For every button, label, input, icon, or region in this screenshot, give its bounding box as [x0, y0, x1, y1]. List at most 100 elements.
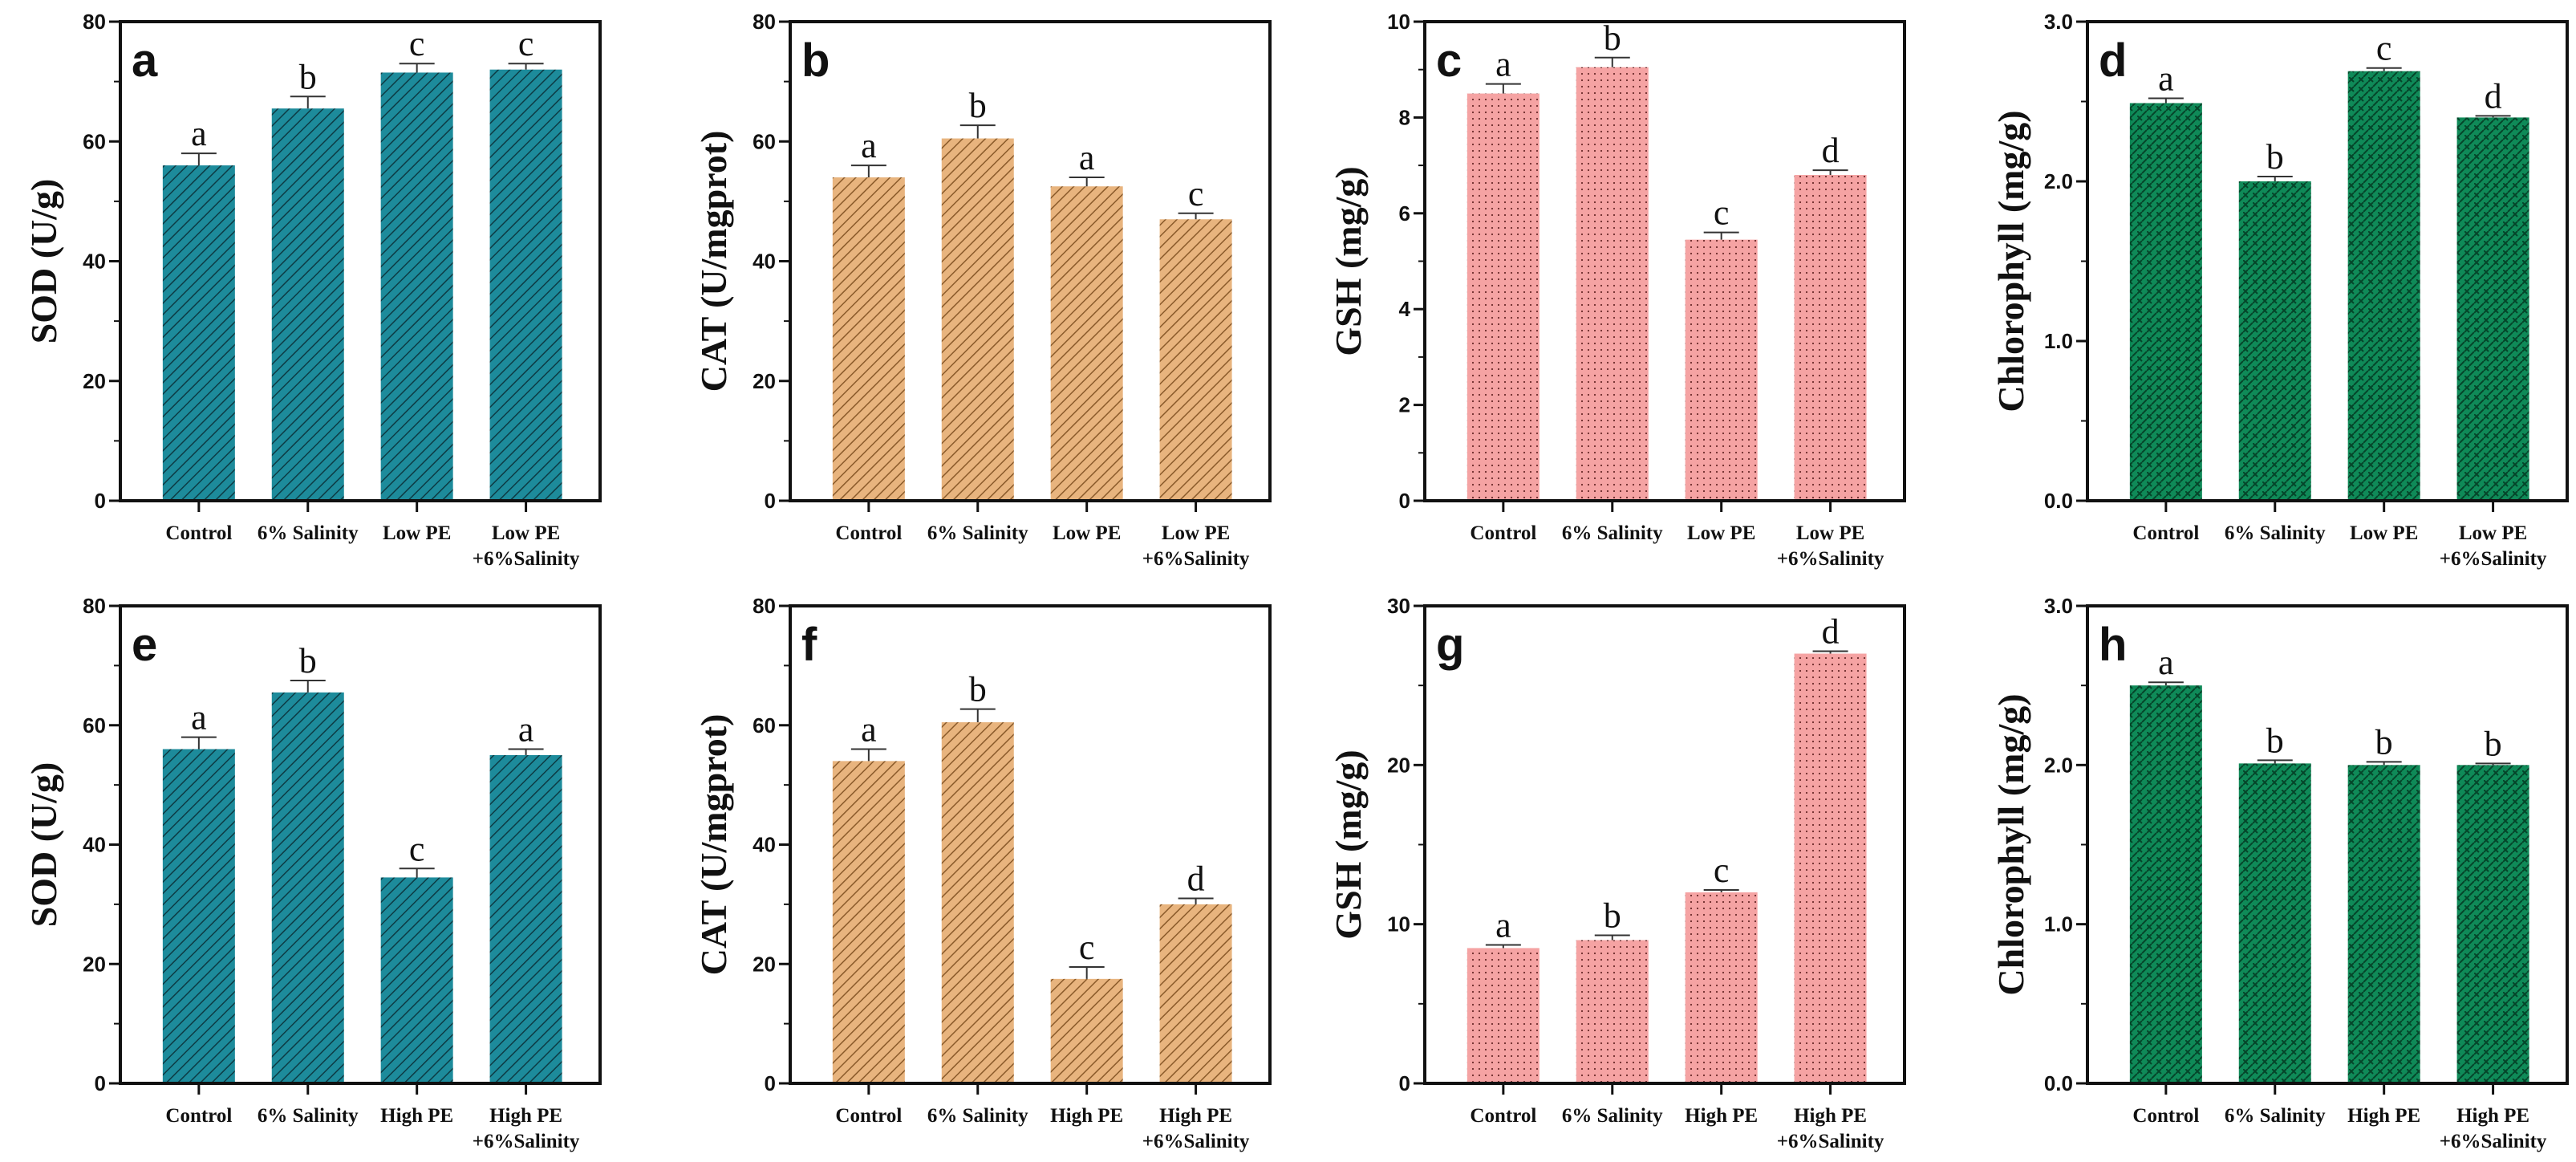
category-label: 6% Salinity [1562, 1105, 1663, 1127]
bar [941, 138, 1014, 502]
bar [2238, 181, 2311, 501]
significance-letter: a [1495, 45, 1511, 84]
y-axis-label: Chlorophyll (mg/g) [1990, 110, 2031, 412]
y-tick-label: 2 [1399, 393, 1410, 417]
category-label: High PE +6%Salinity [1777, 1105, 1884, 1152]
panel-a: a Control b 6% Salinity c Low PE c Low PE +6%Sal… [23, 10, 602, 570]
category-label: 6% Salinity [2225, 522, 2326, 544]
y-tick-label: 3.0 [2044, 10, 2073, 34]
significance-letter: a [191, 114, 207, 153]
y-axis-label: CAT (U/mgprot) [693, 714, 734, 976]
bar [1050, 978, 1123, 1083]
category-label: High PE [2347, 1105, 2420, 1127]
category-label-line: 6% Salinity [1562, 522, 1663, 544]
y-tick-label: 0.0 [2044, 1071, 2073, 1095]
category-label: Low PE +6%Salinity [1777, 522, 1884, 570]
y-axis-label: GSH (mg/g) [1328, 750, 1369, 939]
category-label-line: +6%Salinity [473, 1131, 580, 1152]
category-label-line: 6% Salinity [2225, 522, 2326, 544]
y-tick-label: 30 [1387, 594, 1410, 618]
category-label-line: 6% Salinity [258, 1105, 359, 1127]
bar [2456, 765, 2529, 1083]
significance-letter: c [518, 24, 534, 63]
y-tick-label: 40 [753, 833, 776, 857]
panel-label: e [132, 619, 157, 671]
bar [832, 761, 905, 1083]
category-label: Low PE [383, 522, 451, 544]
panel-label: a [132, 35, 158, 87]
y-tick-label: 20 [753, 369, 776, 393]
significance-letter: b [299, 57, 317, 96]
panel-label: b [801, 35, 830, 87]
bar [1159, 904, 1232, 1083]
bar [1159, 219, 1232, 501]
significance-letter: a [1079, 138, 1095, 177]
bar [380, 72, 453, 501]
y-tick-label: 80 [753, 594, 776, 618]
y-tick-label: 40 [753, 250, 776, 274]
y-tick-label: 4 [1399, 297, 1411, 321]
y-tick-label: 2.0 [2044, 753, 2073, 777]
y-tick-label: 0 [765, 489, 776, 513]
category-label-line: 6% Salinity [1562, 1105, 1663, 1127]
significance-letter: c [1714, 851, 1730, 890]
y-tick-label: 0.0 [2044, 489, 2073, 513]
panel-label: d [2099, 35, 2127, 87]
category-label: Control [2132, 1105, 2199, 1127]
category-label-line: High PE [1050, 1105, 1123, 1127]
panel-b: a Control b 6% Salinity a Low PE c Low PE +6%Sal… [693, 10, 1272, 570]
y-tick-label: 20 [83, 952, 106, 976]
category-label-line: +6%Salinity [1777, 1131, 1884, 1152]
significance-letter: b [2485, 724, 2502, 763]
category-label-line: High PE [489, 1105, 562, 1127]
significance-letter: d [1822, 131, 1840, 170]
significance-letter: a [518, 710, 534, 750]
category-label-line: High PE [2456, 1105, 2529, 1127]
significance-letter: c [409, 829, 425, 868]
y-tick-label: 20 [1387, 753, 1410, 777]
significance-letter: c [1714, 193, 1730, 233]
category-label-line: Control [165, 1105, 232, 1127]
y-tick-label: 0 [1399, 1071, 1410, 1095]
y-tick-label: 80 [753, 10, 776, 34]
bar [162, 165, 235, 501]
y-axis-label: SOD (U/g) [23, 762, 64, 928]
panel-label: h [2099, 619, 2127, 671]
category-label-line: Control [165, 522, 232, 544]
category-label-line: +6%Salinity [473, 548, 580, 570]
significance-letter: c [1079, 928, 1095, 967]
y-tick-label: 20 [83, 369, 106, 393]
bar [2129, 685, 2202, 1083]
bar [941, 722, 1014, 1083]
category-label-line: Low PE [2350, 522, 2418, 544]
category-label-line: Low PE [1053, 522, 1121, 544]
bar [271, 108, 344, 502]
y-tick-label: 60 [83, 129, 106, 153]
y-axis-label: SOD (U/g) [23, 179, 64, 344]
panel-f: a Control b 6% Salinity c High PE d High PE +6%S… [693, 594, 1272, 1152]
significance-letter: a [1495, 905, 1511, 945]
y-tick-label: 8 [1399, 105, 1410, 129]
y-tick-label: 40 [83, 833, 106, 857]
bar [489, 754, 562, 1083]
significance-letter: b [1604, 18, 1621, 58]
significance-letter: a [861, 710, 877, 750]
significance-letter: b [299, 641, 317, 681]
category-label-line: High PE [2347, 1105, 2420, 1127]
category-label: 6% Salinity [1562, 522, 1663, 544]
category-label-line: Control [835, 1105, 902, 1127]
significance-letter: a [2158, 643, 2174, 682]
significance-letter: a [191, 698, 207, 737]
category-label: Low PE [1053, 522, 1121, 544]
category-label-line: +6%Salinity [1777, 548, 1884, 570]
y-axis-label: CAT (U/mgprot) [693, 131, 734, 392]
y-tick-label: 60 [83, 713, 106, 737]
category-label-line: 6% Salinity [927, 522, 1028, 544]
bar [162, 749, 235, 1083]
category-label: Control [1470, 522, 1536, 544]
y-tick-label: 1.0 [2044, 912, 2073, 937]
bar [271, 692, 344, 1083]
y-tick-label: 60 [753, 713, 776, 737]
category-label-line: Low PE [2459, 522, 2527, 544]
category-label-line: Low PE [1162, 522, 1230, 544]
